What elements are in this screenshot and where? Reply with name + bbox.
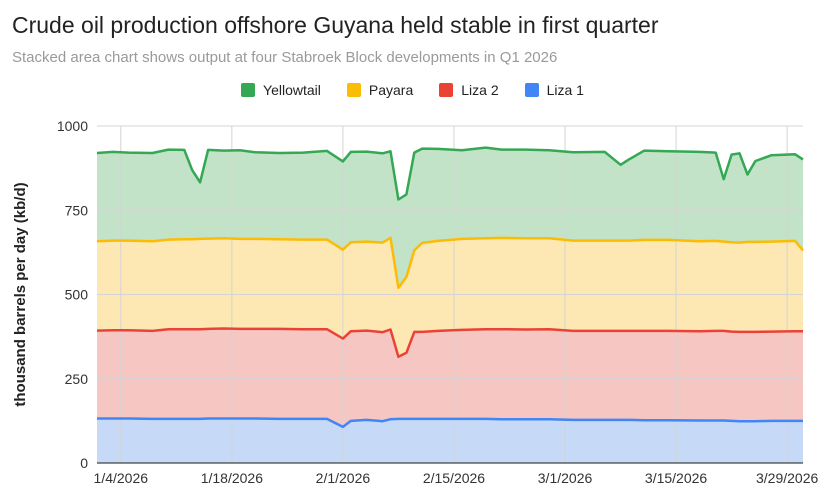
series-line-liza-2 bbox=[96, 327, 803, 359]
legend-swatch-liza-1 bbox=[524, 83, 539, 97]
legend-item-liza-1[interactable]: Liza 1 bbox=[524, 82, 584, 98]
area-fill-payara bbox=[97, 237, 803, 357]
y-tick-label: 1000 bbox=[57, 118, 88, 134]
legend-item-yellowtail[interactable]: Yellowtail bbox=[241, 82, 321, 98]
legend-swatch-yellowtail bbox=[241, 83, 256, 97]
x-tick-label: 3/29/2026 bbox=[756, 470, 818, 486]
y-tick-label: 250 bbox=[65, 371, 89, 387]
area-fills bbox=[97, 147, 803, 463]
series-lines bbox=[96, 146, 804, 429]
area-fill-liza-1 bbox=[97, 418, 803, 463]
chart-subtitle: Stacked area chart shows output at four … bbox=[12, 49, 558, 66]
series-line-liza-1 bbox=[97, 417, 803, 429]
legend-swatch-payara bbox=[346, 83, 361, 97]
series-line-payara bbox=[96, 236, 804, 290]
chart-title: Crude oil production offshore Guyana hel… bbox=[12, 12, 659, 38]
legend-label-payara: Payara bbox=[368, 82, 414, 98]
legend-label-liza-1: Liza 1 bbox=[546, 82, 584, 98]
series-line-yellowtail bbox=[96, 146, 804, 201]
legend-item-payara[interactable]: Payara bbox=[346, 82, 414, 98]
x-tick-label: 1/18/2026 bbox=[201, 470, 263, 486]
legend-label-liza-2: Liza 2 bbox=[461, 82, 499, 98]
x-tick-label: 2/1/2026 bbox=[316, 470, 371, 486]
legend-label-yellowtail: Yellowtail bbox=[263, 82, 321, 98]
x-tick-label: 1/4/2026 bbox=[94, 470, 149, 486]
area-fill-liza-2 bbox=[97, 328, 803, 427]
y-tick-label: 500 bbox=[65, 287, 89, 303]
legend-swatch-liza-2 bbox=[439, 83, 454, 97]
area-fill-yellowtail bbox=[97, 147, 803, 288]
y-tick-label: 0 bbox=[80, 455, 88, 471]
y-axis-title: thousand barrels per day (kb/d) bbox=[12, 182, 29, 406]
chart-legend: Yellowtail Payara Liza 2 Liza 1 bbox=[0, 82, 825, 98]
x-tick-label: 3/1/2026 bbox=[538, 470, 593, 486]
y-tick-label: 750 bbox=[65, 202, 89, 218]
x-tick-label: 3/15/2026 bbox=[645, 470, 707, 486]
legend-item-liza-2[interactable]: Liza 2 bbox=[439, 82, 499, 98]
x-tick-label: 2/15/2026 bbox=[423, 470, 485, 486]
